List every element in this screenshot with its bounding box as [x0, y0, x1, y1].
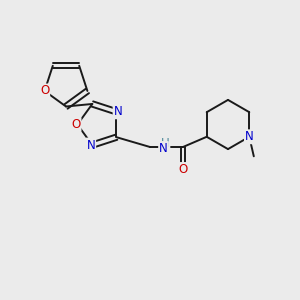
Text: N: N [114, 105, 122, 118]
Text: O: O [178, 163, 188, 176]
Text: O: O [71, 118, 80, 131]
Text: H: H [160, 137, 169, 150]
Text: N: N [86, 139, 95, 152]
Text: N: N [159, 142, 168, 155]
Text: O: O [40, 85, 49, 98]
Text: N: N [245, 130, 254, 143]
